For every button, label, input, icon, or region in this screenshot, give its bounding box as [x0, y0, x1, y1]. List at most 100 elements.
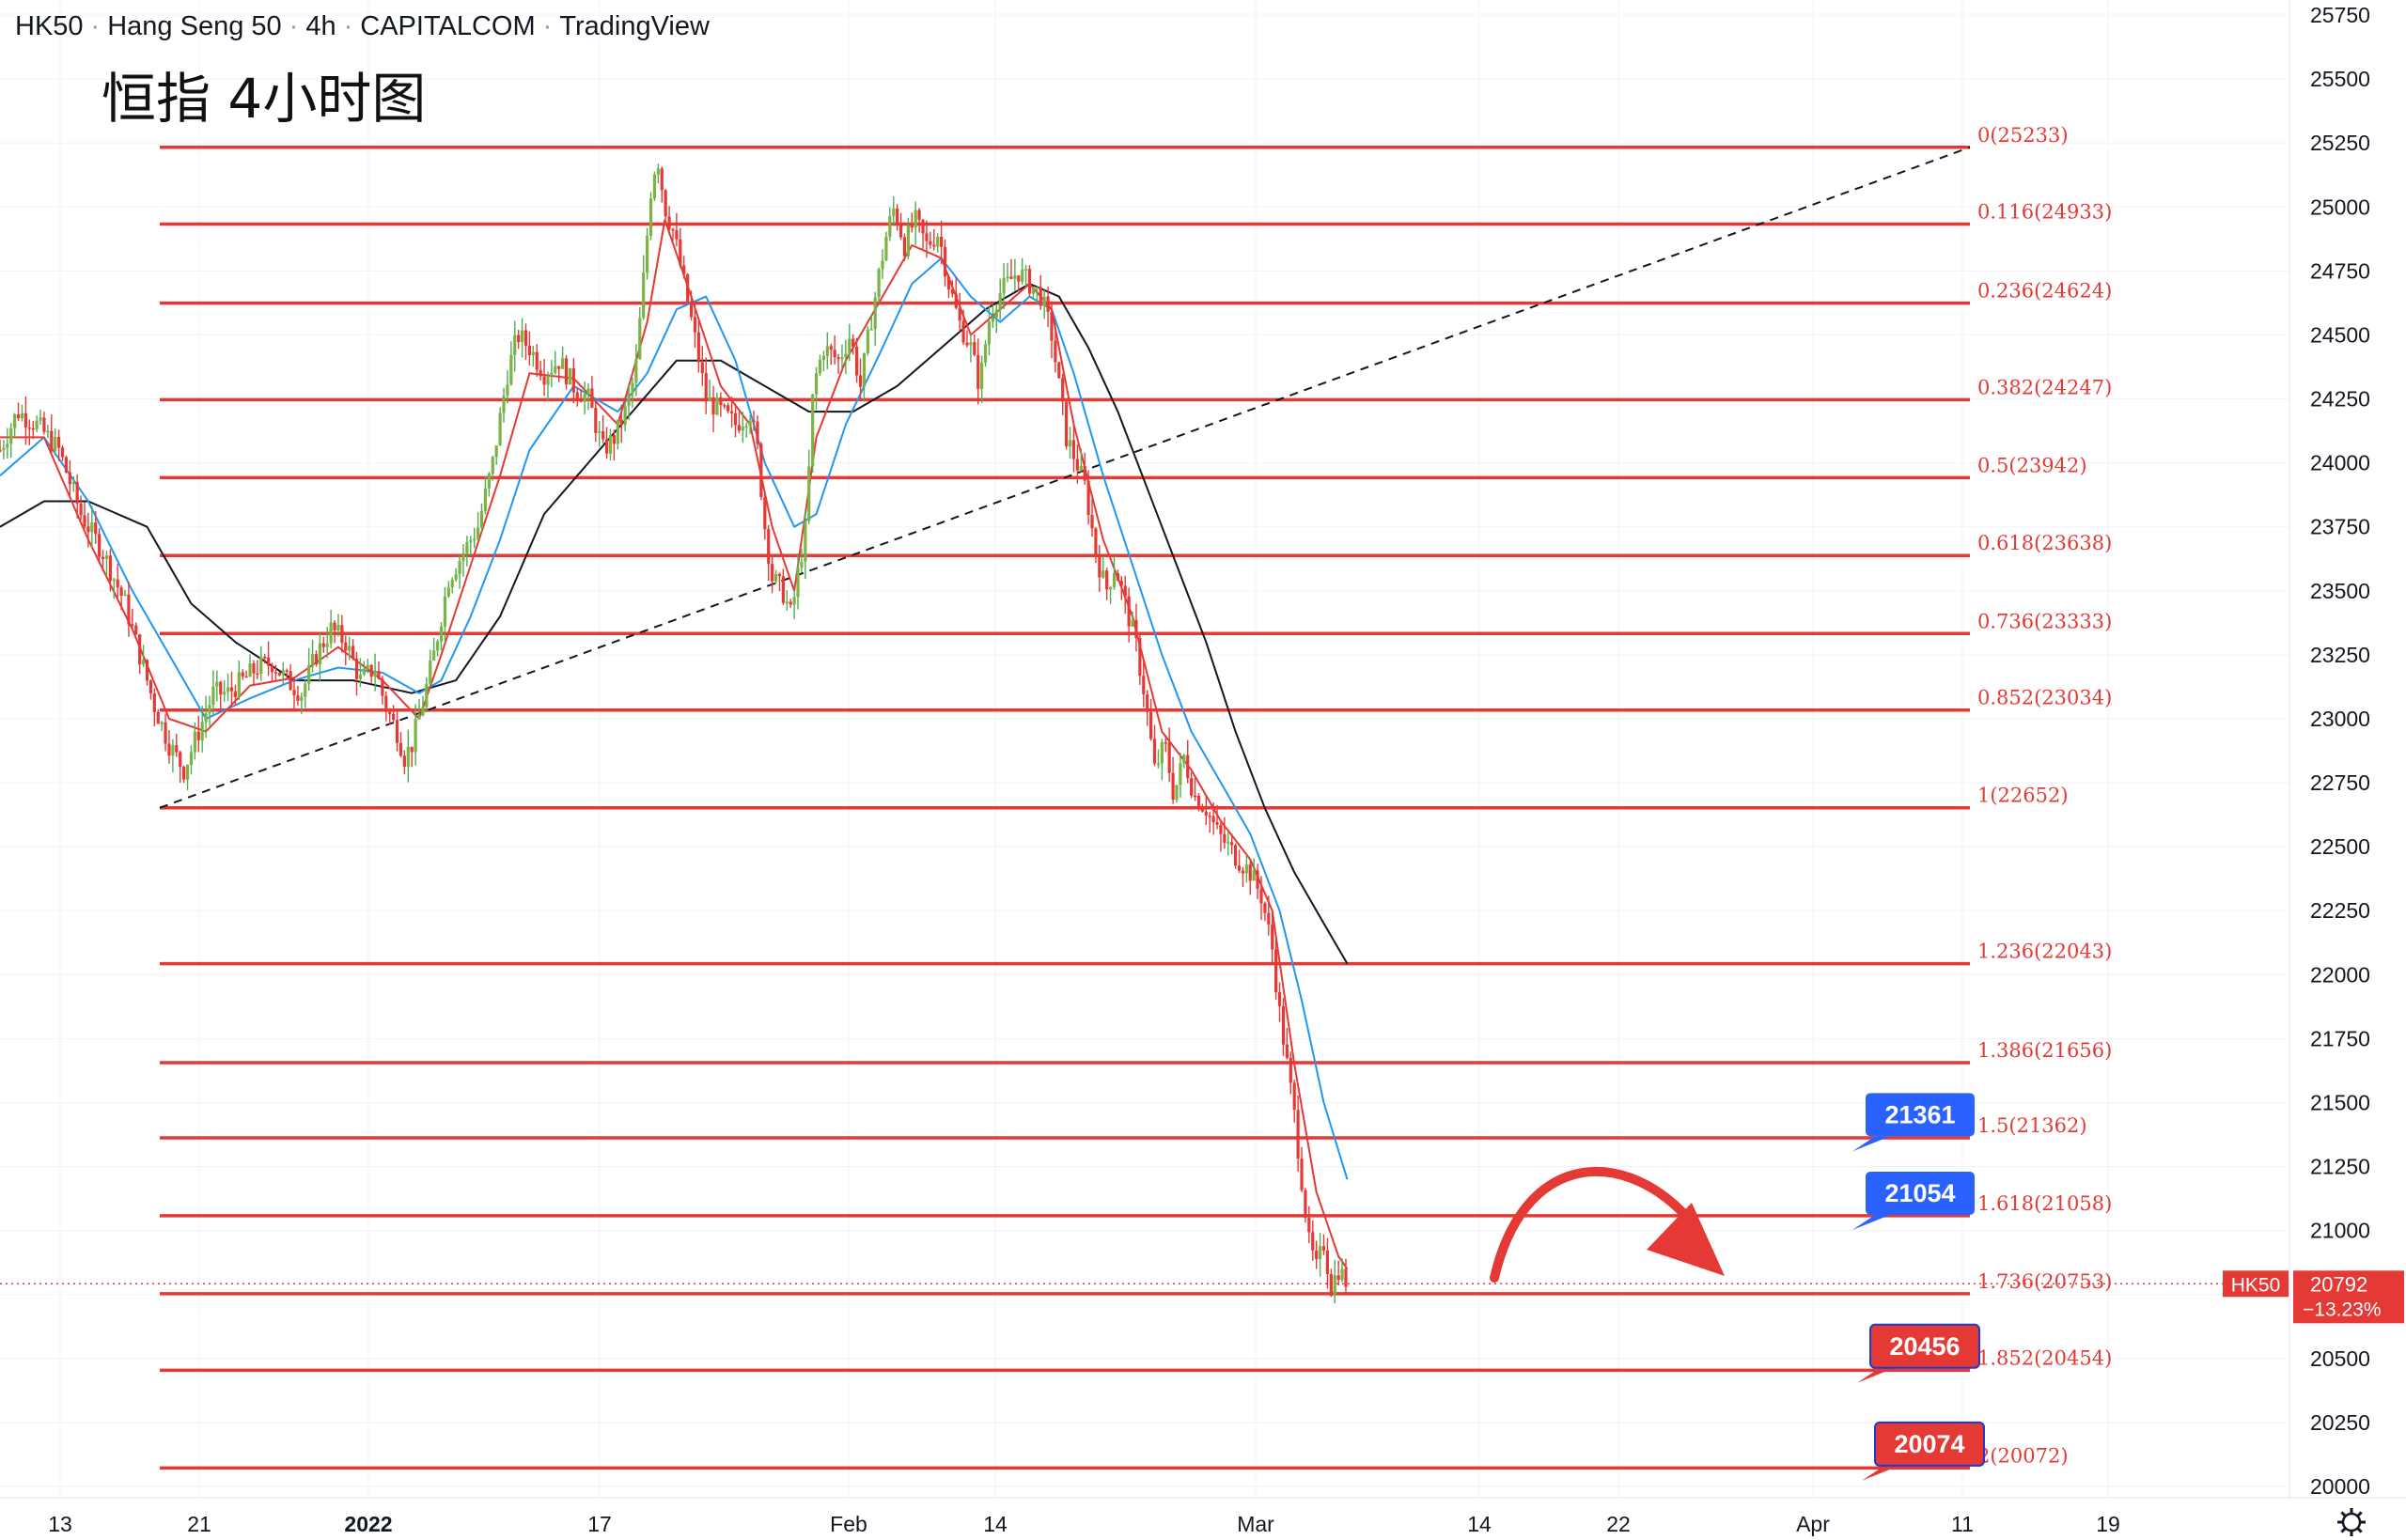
candle-body — [542, 376, 546, 385]
candle-body — [898, 224, 903, 238]
candle-body — [204, 713, 208, 723]
candle-body — [1021, 269, 1024, 282]
candle-body — [189, 752, 194, 766]
candle-body — [71, 482, 75, 485]
candle-body — [619, 419, 623, 426]
candle-body — [1002, 278, 1006, 294]
candle-body — [469, 540, 473, 542]
candle-body — [333, 622, 336, 630]
candle-body — [1156, 763, 1161, 766]
candle-body — [1289, 1057, 1292, 1083]
chart-title: 恒指 4小时图 — [102, 67, 427, 131]
candle-body — [267, 657, 271, 666]
candle-body — [602, 431, 605, 440]
candle-body — [752, 420, 756, 422]
callout-pointer — [1862, 1465, 1899, 1481]
candle-body — [131, 624, 134, 626]
candle-body — [461, 552, 465, 561]
candle-body — [395, 720, 399, 743]
candle-body — [1237, 865, 1242, 871]
candle-body — [1138, 638, 1142, 677]
candle-body — [98, 534, 102, 557]
candle-body — [1259, 888, 1263, 904]
candle-body — [498, 412, 502, 446]
candle-body — [557, 366, 561, 369]
candle-body — [483, 488, 488, 511]
symbol-code: HK50 — [15, 11, 84, 41]
candle-body — [35, 420, 39, 429]
candle-body — [1152, 739, 1157, 764]
candle-body — [358, 674, 363, 679]
candle-body — [777, 573, 782, 577]
callout-box — [1866, 1093, 1975, 1137]
candle-body — [167, 743, 171, 756]
candle-body — [83, 515, 86, 527]
candle-body — [1131, 619, 1134, 627]
candle-body — [39, 417, 42, 421]
candle-body — [443, 596, 447, 627]
candle-body — [1031, 287, 1036, 294]
candle-body — [506, 384, 509, 397]
symbol-header[interactable]: HK50 · Hang Seng 50 · 4h · CAPITALCOM · TradingV… — [15, 11, 710, 41]
candle-body — [1208, 815, 1211, 817]
candle-body — [296, 695, 300, 701]
candle-body — [171, 745, 175, 756]
candle-body — [781, 576, 785, 603]
candle-body — [737, 425, 742, 431]
candle-body — [127, 594, 131, 625]
candle-body — [429, 660, 432, 684]
price-callout[interactable]: 21054 — [1852, 1171, 1975, 1230]
candle-body — [679, 239, 682, 266]
candle-body — [366, 664, 369, 669]
candle-body — [16, 414, 21, 419]
candle-body — [902, 237, 907, 257]
candle-body — [233, 691, 237, 697]
candle-body — [1325, 1250, 1330, 1274]
candle-body — [57, 437, 61, 448]
candle-body — [1171, 772, 1175, 801]
candle-body — [304, 683, 307, 697]
candle-body — [675, 229, 679, 240]
candle-body — [277, 672, 281, 676]
candle-body — [270, 665, 274, 673]
candle-body — [517, 334, 521, 342]
candle-body — [914, 210, 917, 228]
candle-body — [1204, 811, 1208, 816]
candle-body — [814, 373, 819, 395]
candle-body — [509, 354, 513, 385]
callout-box — [1874, 1421, 1985, 1467]
candle-body — [148, 680, 153, 694]
candle-body — [896, 208, 899, 225]
fib-level-label: 1.736(20753) — [1977, 1270, 2112, 1293]
candle-body — [285, 670, 289, 672]
candle-body — [454, 574, 458, 581]
candle-body — [494, 445, 498, 458]
candle-body — [1146, 694, 1149, 712]
candle-body — [881, 260, 884, 270]
candle-body — [1175, 785, 1179, 801]
candle-body — [660, 168, 664, 191]
candle-body — [116, 579, 119, 588]
candle-body — [1336, 1275, 1340, 1281]
price-callout[interactable]: 20456 — [1857, 1323, 1980, 1383]
interval-label[interactable]: 4h — [305, 11, 336, 41]
candle-body — [917, 210, 921, 220]
candle-body — [929, 241, 932, 245]
candle-body — [564, 358, 569, 385]
candle-body — [263, 657, 267, 659]
candle-body — [450, 580, 454, 588]
candle-body — [818, 359, 822, 374]
candle-body — [244, 676, 248, 678]
price-callout[interactable]: 21361 — [1852, 1093, 1975, 1152]
candle-body — [300, 696, 304, 701]
candle-body — [2, 447, 6, 451]
candle-body — [362, 668, 366, 675]
candle-body — [1149, 711, 1153, 739]
candle-body — [631, 382, 634, 394]
price-callout[interactable]: 20074 — [1862, 1421, 1985, 1481]
candle-body — [950, 289, 954, 294]
candle-body — [1090, 514, 1094, 529]
candle-body — [638, 318, 642, 360]
